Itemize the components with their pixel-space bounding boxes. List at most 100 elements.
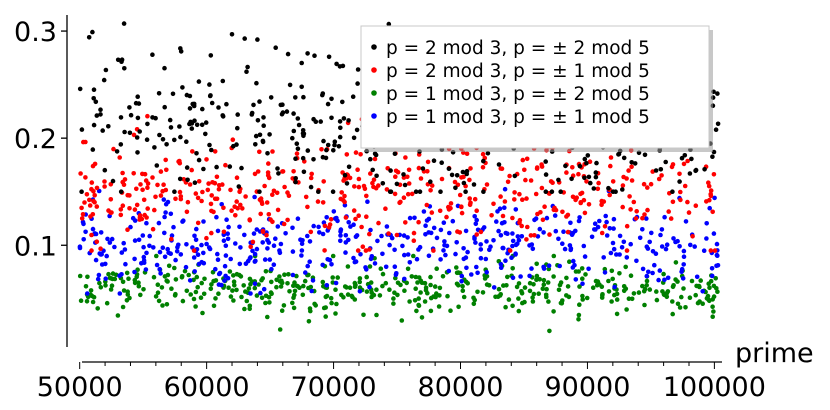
data-point — [364, 193, 369, 199]
data-point — [325, 142, 331, 148]
data-point — [274, 277, 280, 283]
data-point — [532, 233, 537, 238]
legend-item-3: p = 1 mod 3, p = ± 2 mod 5 — [371, 84, 650, 105]
data-point — [310, 278, 316, 283]
data-point — [657, 268, 663, 273]
data-point — [225, 236, 231, 242]
data-point — [194, 226, 199, 232]
data-point — [431, 294, 436, 299]
data-point — [108, 182, 114, 187]
data-point — [181, 218, 186, 223]
data-point — [260, 229, 266, 234]
data-point — [124, 298, 130, 303]
data-point — [95, 306, 100, 311]
data-point — [373, 152, 379, 158]
data-point — [454, 281, 460, 287]
data-point — [285, 217, 290, 223]
data-point — [714, 263, 719, 269]
data-point — [105, 236, 110, 242]
data-point — [715, 253, 720, 258]
data-point — [522, 285, 528, 290]
data-point — [671, 236, 676, 241]
data-point — [356, 176, 362, 182]
data-point — [118, 212, 124, 218]
data-point — [357, 279, 363, 285]
data-point — [102, 184, 107, 189]
data-point — [338, 238, 343, 244]
data-point — [263, 300, 268, 306]
data-point — [94, 204, 100, 209]
data-point — [90, 29, 95, 35]
data-point — [121, 288, 127, 293]
data-point — [416, 302, 421, 308]
data-point — [154, 253, 159, 259]
y-tick-label: 0.3 — [14, 17, 57, 48]
data-point — [423, 223, 428, 228]
data-point — [237, 224, 242, 230]
data-point — [200, 106, 205, 112]
data-point — [92, 193, 97, 198]
data-point — [673, 277, 678, 282]
data-point — [320, 92, 325, 98]
data-point — [394, 271, 399, 276]
data-point — [407, 260, 413, 265]
data-point — [247, 217, 252, 222]
data-point — [375, 238, 380, 244]
data-point — [102, 179, 107, 184]
data-point — [151, 245, 156, 250]
data-point — [231, 298, 236, 303]
data-point — [534, 273, 540, 279]
data-point — [98, 112, 103, 117]
data-point — [480, 151, 486, 157]
data-point — [474, 232, 480, 237]
data-point — [556, 236, 561, 242]
data-point — [243, 194, 248, 199]
data-point — [201, 291, 207, 297]
data-point — [551, 309, 556, 314]
data-point — [377, 293, 383, 298]
data-point — [270, 192, 275, 197]
data-point — [486, 283, 492, 288]
data-point — [103, 67, 109, 73]
data-point — [685, 158, 690, 164]
data-point — [611, 246, 617, 252]
data-point — [527, 288, 533, 294]
data-point — [334, 61, 339, 67]
data-point — [355, 67, 361, 72]
data-point — [464, 151, 470, 156]
data-point — [177, 189, 183, 195]
data-point — [482, 276, 488, 281]
data-point — [576, 317, 581, 322]
data-point — [709, 273, 715, 279]
data-point — [673, 260, 679, 265]
data-point — [662, 214, 667, 220]
data-point — [136, 237, 142, 243]
data-point — [491, 285, 497, 290]
data-point — [161, 197, 167, 202]
data-point — [90, 299, 96, 305]
data-point — [277, 274, 282, 279]
data-point — [698, 278, 703, 283]
data-point — [307, 239, 313, 244]
data-point — [193, 237, 199, 243]
data-point — [481, 189, 486, 194]
data-point — [666, 209, 671, 214]
data-point — [324, 283, 330, 288]
data-point — [216, 183, 222, 188]
data-point — [520, 157, 526, 163]
data-point — [586, 202, 592, 207]
legend-label: p = 1 mod 3, p = ± 1 mod 5 — [386, 107, 650, 128]
data-point — [89, 180, 95, 185]
data-point — [386, 231, 391, 236]
data-point — [675, 301, 681, 307]
data-point — [341, 116, 347, 121]
data-point — [610, 240, 616, 246]
data-point — [155, 182, 160, 188]
data-point — [714, 286, 719, 291]
data-point — [589, 234, 595, 240]
data-point — [160, 188, 165, 194]
data-point — [715, 91, 720, 96]
data-point — [294, 151, 300, 156]
data-point — [481, 158, 486, 164]
data-point — [264, 232, 269, 238]
